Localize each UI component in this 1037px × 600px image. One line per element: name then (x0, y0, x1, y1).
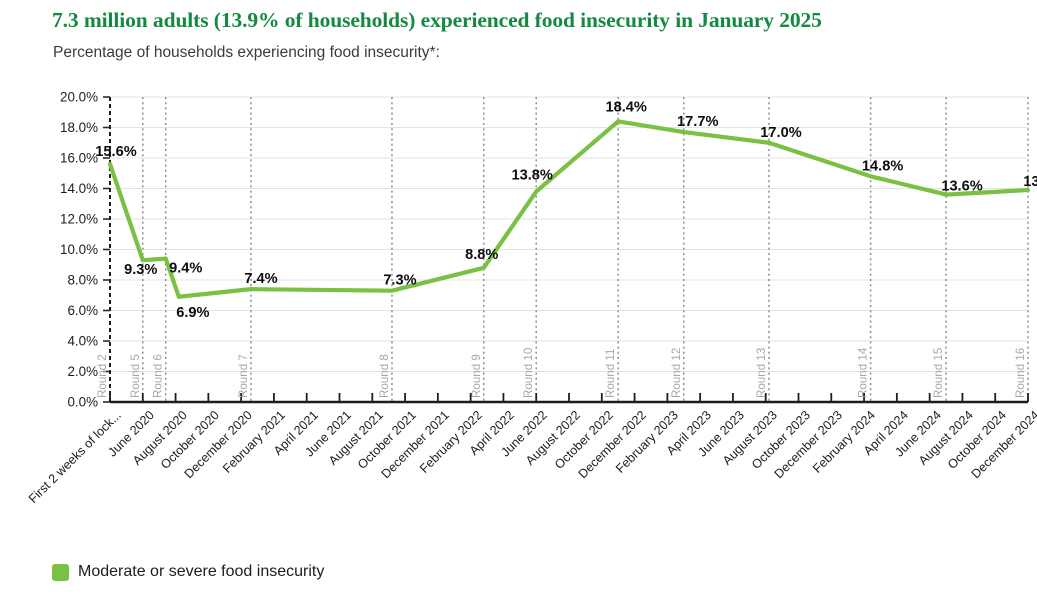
svg-text:18.4%: 18.4% (605, 99, 646, 115)
x-axis-ticks (109, 393, 1029, 402)
svg-text:4.0%: 4.0% (67, 334, 98, 349)
chart-legend: Moderate or severe food insecurity (52, 563, 324, 581)
svg-text:13.6%: 13.6% (941, 179, 982, 195)
legend-item-label: Moderate or severe food insecurity (78, 563, 325, 580)
data-line (107, 119, 1031, 299)
svg-text:6.0%: 6.0% (67, 303, 98, 318)
svg-text:18.0%: 18.0% (60, 120, 98, 135)
svg-text:Round 16: Round 16 (1014, 348, 1027, 398)
svg-text:9.4%: 9.4% (169, 261, 202, 277)
svg-text:8.0%: 8.0% (67, 273, 98, 288)
y-axis-ticks: 0.0% 2.0% 4.0% 6.0% 8.0% 10.0% 12.0% 14.0% 16.0%… (60, 90, 110, 410)
svg-text:Round 8: Round 8 (378, 354, 391, 398)
svg-text:10.0%: 10.0% (60, 242, 98, 257)
svg-text:14.8%: 14.8% (862, 158, 903, 174)
plot-area: 0.0% 2.0% 4.0% 6.0% 8.0% 10.0% 12.0% 14.0% 16.0%… (0, 88, 1037, 418)
svg-text:15.6%: 15.6% (95, 144, 136, 160)
svg-text:0.0%: 0.0% (67, 395, 98, 410)
svg-text:6.9%: 6.9% (176, 305, 209, 321)
page-title: 7.3 million adults (13.9% of households)… (52, 8, 822, 32)
svg-text:17.7%: 17.7% (677, 114, 718, 130)
svg-text:Round 11: Round 11 (604, 349, 617, 398)
legend-swatch-icon (52, 563, 69, 581)
svg-text:Round 5: Round 5 (129, 354, 142, 398)
line-chart-svg: 0.0% 2.0% 4.0% 6.0% 8.0% 10.0% 12.0% 14.0% 16.0%… (60, 90, 1037, 410)
svg-text:Round 7: Round 7 (237, 354, 250, 398)
data-point-labels: 15.6% 9.3% 9.4% 6.9% 7.4% 7.3% 8.8% 13.8% 18.4% 1… (95, 99, 1037, 320)
svg-text:17.0%: 17.0% (760, 125, 801, 141)
svg-text:Round 14: Round 14 (857, 347, 870, 398)
x-axis-labels: First 2 weeks of lock... June 2020 August … (0, 408, 1037, 538)
svg-text:2.0%: 2.0% (67, 364, 98, 379)
svg-text:Round 6: Round 6 (152, 354, 165, 398)
svg-text:9.3%: 9.3% (124, 262, 157, 278)
svg-text:7.3%: 7.3% (383, 273, 416, 289)
svg-text:8.8%: 8.8% (465, 247, 498, 263)
svg-text:Round 2: Round 2 (96, 354, 109, 398)
svg-text:Round 12: Round 12 (670, 348, 683, 398)
svg-text:7.4%: 7.4% (244, 271, 277, 287)
svg-text:Round 15: Round 15 (932, 348, 945, 398)
round-marker-lines (109, 97, 1029, 402)
svg-text:Round 13: Round 13 (755, 348, 768, 398)
round-marker-labels: Round 2 Round 5 Round 6 Round 7 Round 8 Round… (96, 347, 1027, 398)
chart-subtitle: Percentage of households experiencing fo… (53, 44, 440, 61)
svg-text:Round 9: Round 9 (470, 354, 483, 398)
svg-text:13.9%: 13.9% (1023, 174, 1037, 190)
svg-text:12.0%: 12.0% (60, 212, 98, 227)
svg-text:14.0%: 14.0% (60, 181, 98, 196)
svg-text:Round 10: Round 10 (522, 348, 535, 398)
svg-text:16.0%: 16.0% (60, 151, 98, 166)
gridlines (110, 96, 1028, 403)
svg-text:13.8%: 13.8% (512, 168, 553, 184)
svg-text:20.0%: 20.0% (60, 90, 98, 105)
